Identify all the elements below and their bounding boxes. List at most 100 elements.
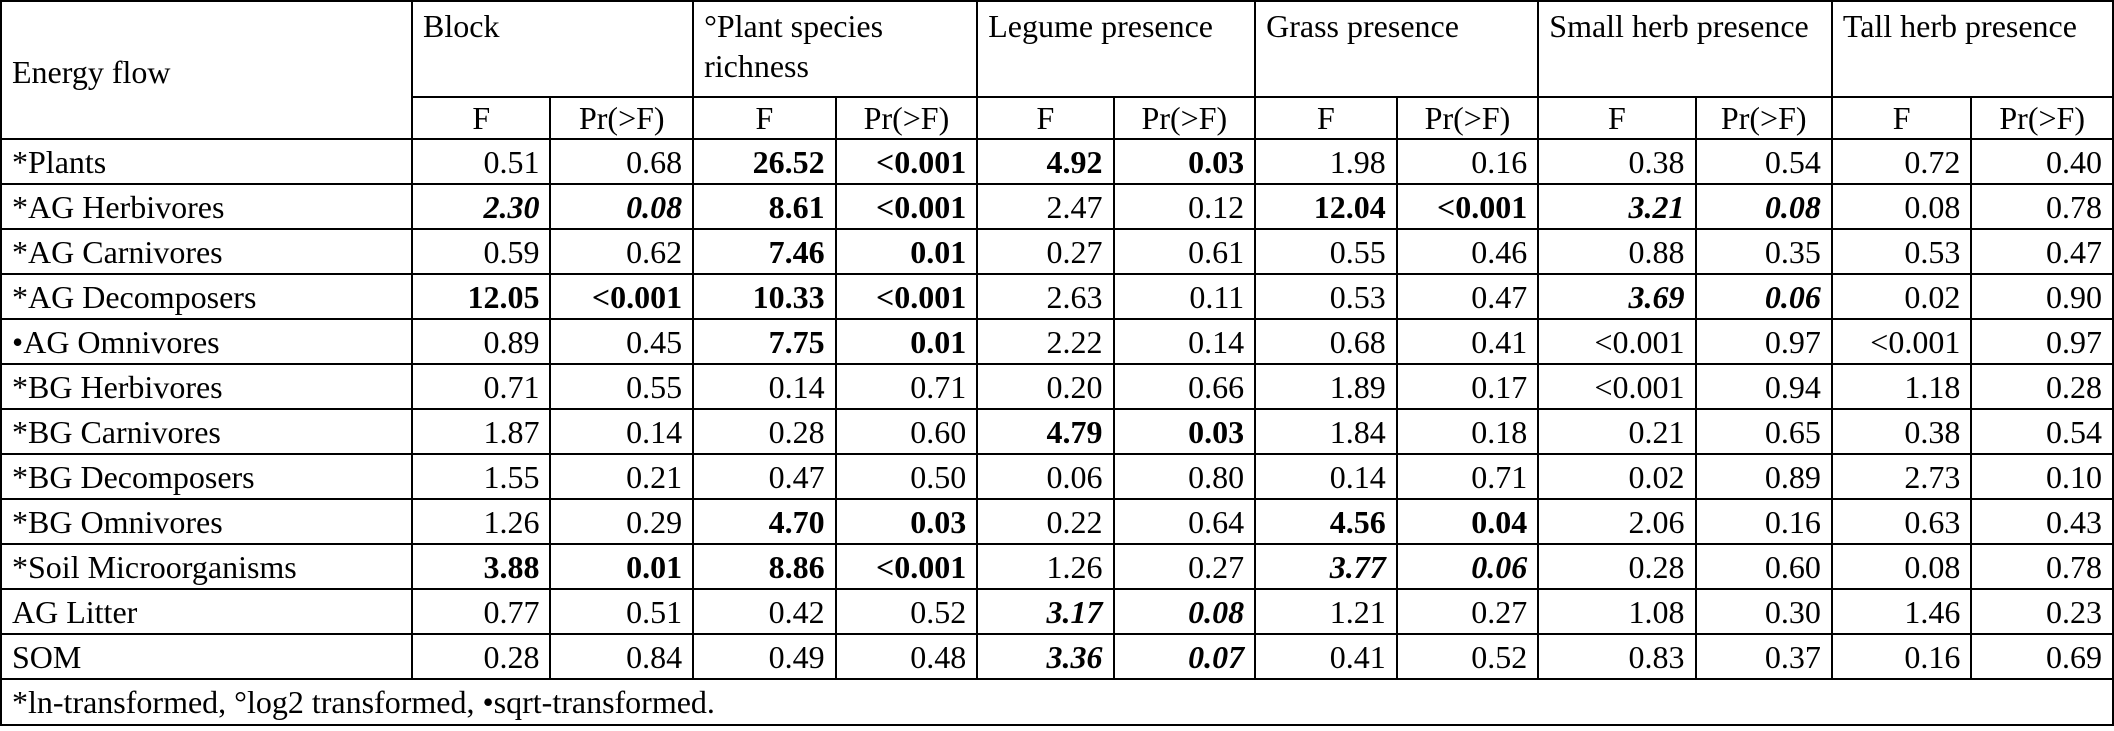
p-value-cell: 0.06 (1694, 273, 1833, 320)
p-value-cell: 0.12 (1112, 183, 1257, 230)
p-value-cell: 0.89 (1694, 453, 1833, 500)
f-value-cell: 3.36 (976, 633, 1115, 680)
p-value-cell: 0.08 (1694, 183, 1833, 230)
row-header-title: Energy flow (0, 0, 414, 140)
subheader-row: F Pr(>F) F Pr(>F) F Pr(>F) F Pr(>F) F Pr… (1, 96, 2114, 140)
p-value-cell: 0.08 (549, 183, 695, 230)
p-value-cell: 0.78 (1970, 543, 2114, 590)
group-header-richness: °Plant species richness (692, 0, 979, 98)
f-value-cell: 0.28 (411, 633, 552, 680)
subheader-f: F (692, 96, 837, 140)
group-header-block: Block (411, 0, 695, 98)
p-value-cell: 0.17 (1395, 363, 1540, 410)
table-row: *BG Decomposers 1.55 0.21 0.47 0.50 0.06 0.80 0… (0, 453, 2114, 500)
p-value-cell: <0.001 (1395, 183, 1540, 230)
f-value-cell: 4.56 (1254, 498, 1398, 545)
f-value-cell: 1.18 (1830, 363, 1973, 410)
f-value-cell: 1.87 (411, 408, 552, 455)
p-value-cell: 0.48 (834, 633, 979, 680)
f-value-cell: 12.05 (411, 273, 552, 320)
f-value-cell: 0.14 (1254, 453, 1398, 500)
f-value-cell: 2.30 (411, 183, 552, 230)
p-value-cell: 0.03 (1112, 138, 1257, 185)
f-value-cell: 2.22 (976, 318, 1115, 365)
row-label: *BG Herbivores (0, 363, 414, 410)
f-value-cell: 0.28 (692, 408, 837, 455)
p-value-cell: 0.71 (1395, 453, 1540, 500)
p-value-cell: 0.23 (1970, 588, 2114, 635)
table-row: *AG Carnivores 0.59 0.62 7.46 0.01 0.27 0.61 0.… (0, 228, 2114, 275)
p-value-cell: 0.69 (1970, 633, 2114, 680)
p-value-cell: 0.40 (1970, 138, 2114, 185)
f-value-cell: 0.38 (1830, 408, 1973, 455)
p-value-cell: 0.97 (1970, 318, 2114, 365)
f-value-cell: 12.04 (1254, 183, 1398, 230)
p-value-cell: <0.001 (834, 138, 979, 185)
f-value-cell: 0.28 (1537, 543, 1697, 590)
f-value-cell: 0.42 (692, 588, 837, 635)
p-value-cell: 0.68 (549, 138, 695, 185)
f-value-cell: 4.79 (976, 408, 1115, 455)
group-header-legume: Legume presence (976, 0, 1257, 98)
p-value-cell: 0.18 (1395, 408, 1540, 455)
row-label: *BG Carnivores (0, 408, 414, 455)
p-value-cell: 0.11 (1112, 273, 1257, 320)
p-value-cell: 0.41 (1395, 318, 1540, 365)
p-value-cell: 0.45 (549, 318, 695, 365)
f-value-cell: 1.55 (411, 453, 552, 500)
p-value-cell: 0.61 (1112, 228, 1257, 275)
p-value-cell: 0.37 (1694, 633, 1833, 680)
p-value-cell: 0.27 (1112, 543, 1257, 590)
f-value-cell: 0.41 (1254, 633, 1398, 680)
f-value-cell: 0.49 (692, 633, 837, 680)
f-value-cell: 0.08 (1830, 183, 1973, 230)
f-value-cell: 0.83 (1537, 633, 1697, 680)
f-value-cell: 10.33 (692, 273, 837, 320)
table-row: *Plants 0.51 0.68 26.52 <0.001 4.92 0.03 1.98 0.… (0, 138, 2114, 185)
f-value-cell: 0.20 (976, 363, 1115, 410)
f-value-cell: 0.51 (411, 138, 552, 185)
subheader-f: F (411, 96, 552, 140)
f-value-cell: 0.88 (1537, 228, 1697, 275)
f-value-cell: <0.001 (1537, 318, 1697, 365)
f-value-cell: 3.77 (1254, 543, 1398, 590)
table-body: *Plants 0.51 0.68 26.52 <0.001 4.92 0.03 1.98 0.… (0, 138, 2114, 680)
p-value-cell: 0.29 (549, 498, 695, 545)
f-value-cell: 0.89 (411, 318, 552, 365)
f-value-cell: 2.47 (976, 183, 1115, 230)
f-value-cell: 4.92 (976, 138, 1115, 185)
p-value-cell: 0.50 (834, 453, 979, 500)
f-value-cell: 0.14 (692, 363, 837, 410)
row-label: *Plants (0, 138, 414, 185)
footnote-row: *ln-transformed, °log2 transformed, •sqr… (0, 678, 2114, 726)
f-value-cell: 2.63 (976, 273, 1115, 320)
f-value-cell: 0.08 (1830, 543, 1973, 590)
subheader-f: F (976, 96, 1115, 140)
p-value-cell: 0.65 (1694, 408, 1833, 455)
p-value-cell: 0.01 (549, 543, 695, 590)
table-row: *BG Herbivores 0.71 0.55 0.14 0.71 0.20 0.66 1.… (0, 363, 2114, 410)
f-value-cell: 0.59 (411, 228, 552, 275)
p-value-cell: 0.43 (1970, 498, 2114, 545)
p-value-cell: 0.62 (549, 228, 695, 275)
table-row: *AG Decomposers 12.05 <0.001 10.33 <0.001 2.6… (0, 273, 2114, 320)
f-value-cell: 1.98 (1254, 138, 1398, 185)
p-value-cell: <0.001 (549, 273, 695, 320)
p-value-cell: 0.90 (1970, 273, 2114, 320)
p-value-cell: 0.71 (834, 363, 979, 410)
p-value-cell: 0.28 (1970, 363, 2114, 410)
p-value-cell: 0.54 (1970, 408, 2114, 455)
p-value-cell: 0.30 (1694, 588, 1833, 635)
f-value-cell: 3.88 (411, 543, 552, 590)
p-value-cell: 0.52 (1395, 633, 1540, 680)
f-value-cell: 3.69 (1537, 273, 1697, 320)
footnote: *ln-transformed, °log2 transformed, •sqr… (0, 678, 2114, 726)
f-value-cell: 26.52 (692, 138, 837, 185)
p-value-cell: 0.06 (1395, 543, 1540, 590)
p-value-cell: 0.03 (1112, 408, 1257, 455)
p-value-cell: 0.08 (1112, 588, 1257, 635)
subheader-f: F (1537, 96, 1697, 140)
row-label: AG Litter (0, 588, 414, 635)
p-value-cell: 0.97 (1694, 318, 1833, 365)
